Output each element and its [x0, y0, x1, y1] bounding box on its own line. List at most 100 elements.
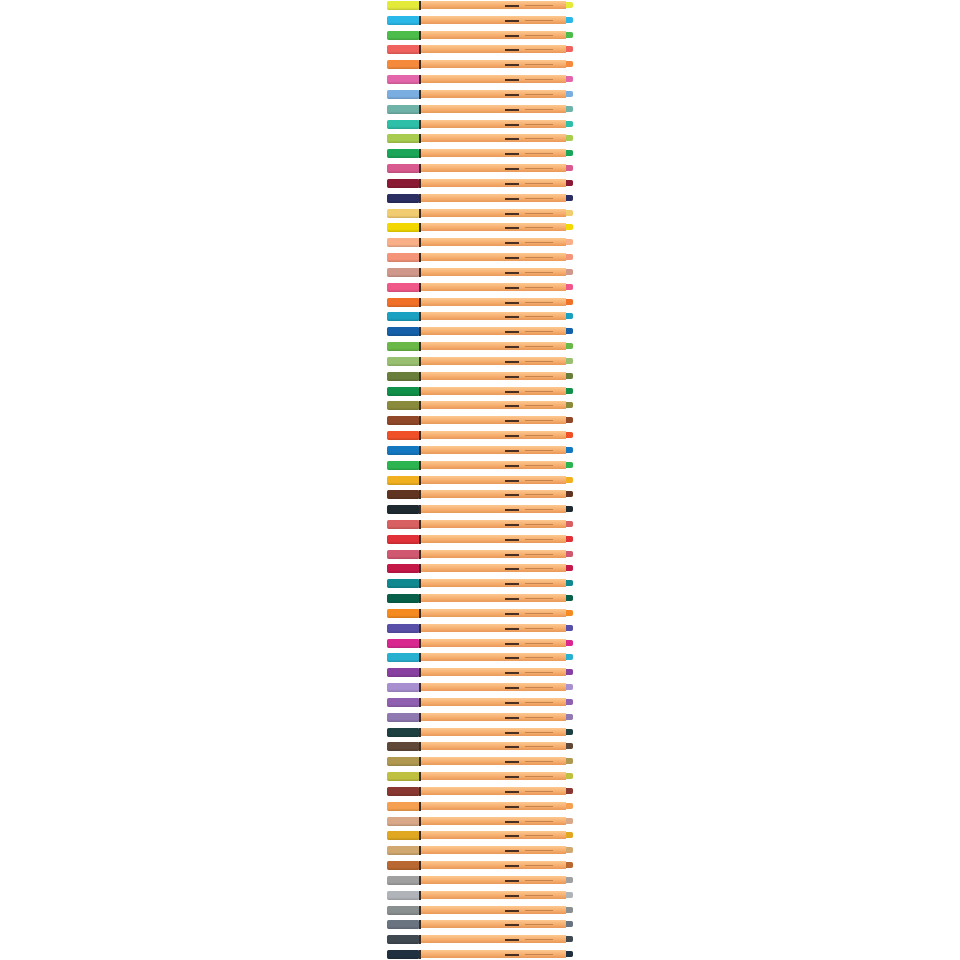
brand-logo — [505, 567, 519, 570]
pen-barrel — [421, 846, 566, 854]
brand-logo — [505, 271, 519, 274]
pen-tip — [566, 373, 573, 379]
pen-cap — [387, 0, 419, 10]
brand-logo — [505, 508, 519, 511]
pen-cap-ring — [419, 489, 421, 499]
pen-tip — [566, 551, 573, 557]
pen-tip — [566, 669, 573, 675]
barrel-print — [525, 953, 553, 955]
barrel-print — [525, 34, 553, 36]
pen-tip — [566, 907, 573, 913]
barrel-print — [525, 938, 553, 940]
pen-tip — [566, 477, 573, 483]
pen-tip — [566, 2, 573, 8]
barrel-print — [525, 479, 553, 481]
brand-logo — [505, 434, 519, 437]
pen-tip — [566, 32, 573, 38]
barrel-print — [525, 137, 553, 139]
pen — [387, 741, 573, 751]
pen-tip — [566, 714, 573, 720]
brand-logo — [505, 4, 519, 7]
pen-tip — [566, 699, 573, 705]
pen-tip — [566, 328, 573, 334]
pen — [387, 74, 573, 84]
brand-logo — [505, 731, 519, 734]
brand-logo — [505, 197, 519, 200]
brand-logo — [505, 612, 519, 615]
pen-barrel — [421, 268, 566, 276]
pen-cap-ring — [419, 549, 421, 559]
pen-barrel — [421, 698, 566, 706]
barrel-print — [525, 226, 553, 228]
pen-tip — [566, 284, 573, 290]
pen-tip — [566, 165, 573, 171]
pen-tip — [566, 684, 573, 690]
pen-cap-ring — [419, 193, 421, 203]
pen-barrel — [421, 401, 566, 409]
pen — [387, 400, 573, 410]
pen — [387, 119, 573, 129]
brand-logo — [505, 597, 519, 600]
pen-cap-ring — [419, 890, 421, 900]
pen-cap — [387, 297, 419, 307]
pen-cap-ring — [419, 697, 421, 707]
pen — [387, 356, 573, 366]
brand-logo — [505, 849, 519, 852]
pen-barrel — [421, 312, 566, 320]
pen-tip — [566, 447, 573, 453]
pen-tip — [566, 847, 573, 853]
pen-cap-ring — [419, 30, 421, 40]
pen — [387, 563, 573, 573]
pen-barrel — [421, 105, 566, 113]
pen-tip — [566, 506, 573, 512]
brand-logo — [505, 479, 519, 482]
pen-cap-ring — [419, 267, 421, 277]
barrel-print — [525, 894, 553, 896]
pen-cap-ring — [419, 578, 421, 588]
pen-tip — [566, 565, 573, 571]
brand-logo — [505, 790, 519, 793]
barrel-print — [525, 63, 553, 65]
pen-cap-ring — [419, 356, 421, 366]
pen-tip — [566, 640, 573, 646]
pen-cap — [387, 741, 419, 751]
brand-logo — [505, 493, 519, 496]
pen-barrel — [421, 372, 566, 380]
pen-cap-ring — [419, 949, 421, 959]
brand-logo — [505, 449, 519, 452]
pen-cap — [387, 919, 419, 929]
pen-barrel — [421, 194, 566, 202]
pen-barrel — [421, 387, 566, 395]
pen-cap-ring — [419, 534, 421, 544]
pen-barrel — [421, 60, 566, 68]
pen-tip — [566, 343, 573, 349]
barrel-print — [525, 656, 553, 658]
pen — [387, 890, 573, 900]
brand-logo — [505, 538, 519, 541]
barrel-print — [525, 701, 553, 703]
pen-tip — [566, 150, 573, 156]
barrel-print — [525, 375, 553, 377]
pen-cap — [387, 30, 419, 40]
brand-logo — [505, 48, 519, 51]
pen-cap — [387, 237, 419, 247]
pen-cap-ring — [419, 786, 421, 796]
pen-cap — [387, 652, 419, 662]
pen — [387, 786, 573, 796]
barrel-print — [525, 360, 553, 362]
barrel-print — [525, 849, 553, 851]
brand-logo — [505, 19, 519, 22]
pen-barrel — [421, 253, 566, 261]
pen-cap-ring — [419, 445, 421, 455]
pen-barrel — [421, 298, 566, 306]
pen — [387, 297, 573, 307]
pen-tip — [566, 892, 573, 898]
barrel-print — [525, 716, 553, 718]
pen-cap — [387, 756, 419, 766]
pen-cap — [387, 341, 419, 351]
brand-logo — [505, 864, 519, 867]
pen-cap — [387, 949, 419, 959]
pen-tip — [566, 388, 573, 394]
brand-logo — [505, 909, 519, 912]
pen-tip — [566, 610, 573, 616]
